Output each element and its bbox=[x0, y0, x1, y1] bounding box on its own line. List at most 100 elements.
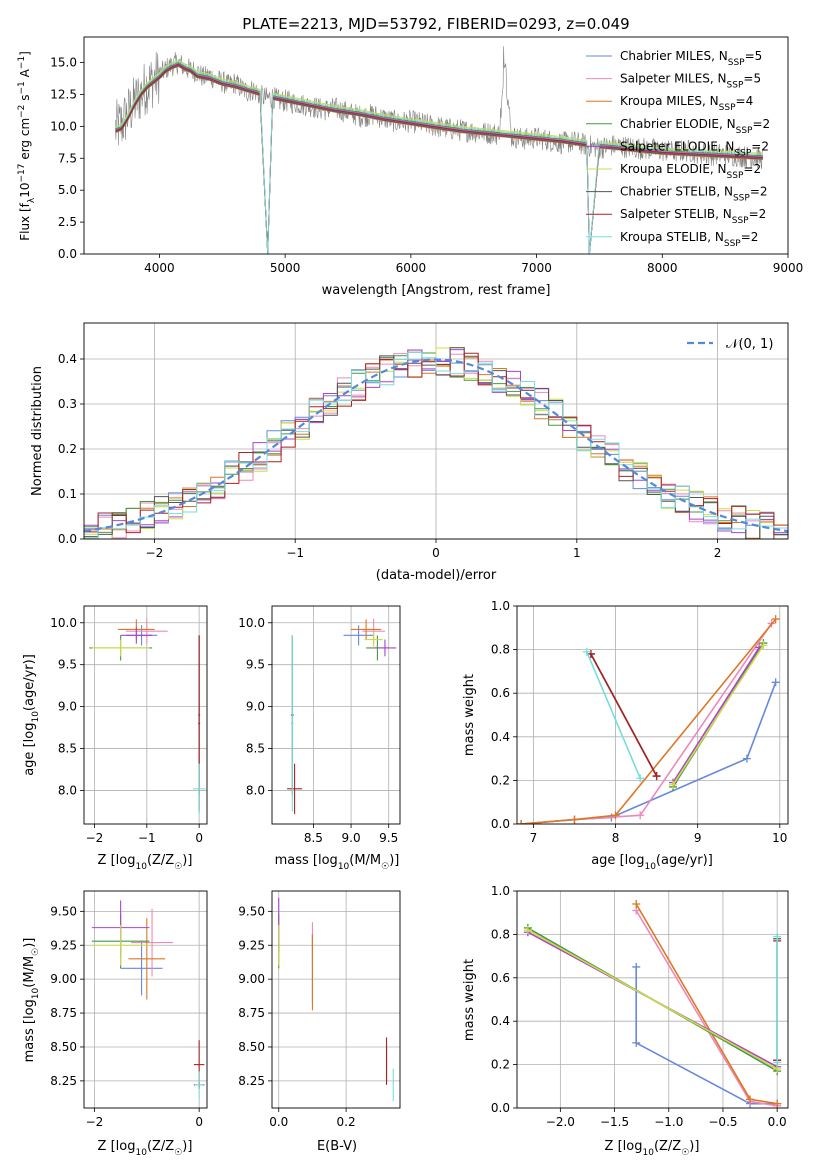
label-part: (Z/Z bbox=[147, 1139, 174, 1154]
x-axis-label: age [log10(age/yr)] bbox=[591, 853, 713, 872]
plot-area bbox=[287, 618, 397, 814]
y-tick-label: 15.0 bbox=[50, 56, 77, 70]
y-tick-label: 8.0 bbox=[58, 783, 77, 797]
y-tick-label: 0.6 bbox=[491, 971, 510, 985]
x-tick-label: 0 bbox=[432, 546, 440, 560]
label-part: )] bbox=[22, 938, 37, 948]
y-tick-label: 9.5 bbox=[246, 658, 265, 672]
label-part: SSP bbox=[719, 103, 736, 113]
label-part: Kroupa STELIB, N bbox=[620, 230, 724, 244]
label-part: =2 bbox=[750, 185, 768, 199]
axes-frame bbox=[83, 890, 208, 1109]
weight-line-3 bbox=[635, 903, 778, 1105]
y-tick-label: 0.0 bbox=[491, 817, 510, 831]
y-tick-label: 7.5 bbox=[58, 151, 77, 165]
label-part: Chabrier ELODIE, N bbox=[620, 117, 736, 131]
label-part: Kroupa MILES, N bbox=[620, 94, 719, 108]
label-part: =4 bbox=[736, 94, 754, 108]
y-tick-label: 8.0 bbox=[246, 783, 265, 797]
label-part: age [log bbox=[22, 723, 37, 776]
axes-age_vs_Z: −2 −1 0 8.0 8.5 9.0 9.5 10.0 bbox=[50, 605, 208, 845]
weight-marker bbox=[582, 647, 591, 656]
x-tick-label: −2 bbox=[86, 1115, 104, 1129]
weight-marker bbox=[773, 1099, 782, 1108]
label-part: 10 bbox=[135, 1148, 147, 1158]
label-part: −2 bbox=[17, 105, 27, 118]
x-tick-label: −2.0 bbox=[546, 1115, 575, 1129]
y-tick-label: 0.4 bbox=[491, 730, 510, 744]
weight-marker bbox=[632, 1038, 641, 1047]
axes-massweight_vs_Z: −2.0 −1.5 −1.0 −0.5 0.0 0.0 0.2 0.4 0.6 0.8 1.0 bbox=[491, 884, 789, 1129]
plot-area bbox=[517, 615, 780, 824]
label-part: =5 bbox=[743, 72, 761, 86]
label-part: Z [log bbox=[98, 853, 136, 868]
plot-area bbox=[89, 618, 206, 814]
legend-label-5: Salpeter ELODIE, NSSP=2 bbox=[620, 139, 769, 158]
x-axis-label: (data-model)/error bbox=[376, 568, 497, 583]
label-part: SSP bbox=[728, 58, 745, 68]
label-part: −17 bbox=[17, 164, 27, 183]
weight-marker bbox=[652, 772, 661, 781]
x-tick-label: 0.0 bbox=[269, 1115, 288, 1129]
label-part: SSP bbox=[724, 239, 741, 249]
label-part: ] bbox=[18, 51, 32, 56]
x-tick-label: 1 bbox=[573, 546, 581, 560]
label-part: λ bbox=[27, 197, 37, 203]
label-part: 10 bbox=[644, 862, 656, 872]
x-tick-label: −1 bbox=[286, 546, 304, 560]
label-part: SSP bbox=[732, 216, 749, 226]
weight-marker bbox=[636, 811, 645, 820]
y-tick-label: 0.1 bbox=[58, 487, 77, 501]
x-tick-label: 0.0 bbox=[768, 1115, 787, 1129]
label-part: SSP bbox=[727, 171, 744, 181]
observed-spectrum bbox=[115, 46, 763, 169]
label-part: s bbox=[18, 95, 32, 105]
y-tick-label: 0.2 bbox=[491, 773, 510, 787]
x-tick-label: 8000 bbox=[647, 261, 678, 275]
label-part: Z [log bbox=[605, 1139, 643, 1154]
y-tick-label: 9.25 bbox=[50, 938, 77, 952]
label-part: ☉ bbox=[174, 1148, 182, 1158]
axes-age_vs_mass: 8.5 9.0 9.5 8.0 8.5 9.0 9.5 10.0 bbox=[238, 605, 401, 845]
label-part: Chabrier MILES, N bbox=[620, 49, 728, 63]
y-tick-label: 8.75 bbox=[238, 1006, 265, 1020]
y-tick-label: 5.0 bbox=[58, 183, 77, 197]
y-tick-label: 8.5 bbox=[246, 742, 265, 756]
y-tick-label: 0.4 bbox=[491, 1014, 510, 1028]
weight-marker bbox=[523, 926, 532, 935]
axes-mass_vs_Z: −2 0 8.25 8.50 8.75 9.00 9.25 9.50 bbox=[50, 890, 208, 1129]
label-part: (age/yr)] bbox=[22, 654, 37, 711]
weight-line-2 bbox=[521, 622, 773, 824]
label-part: ☉ bbox=[681, 1148, 689, 1158]
weight-line-1 bbox=[635, 967, 778, 1105]
y-tick-label: 0.3 bbox=[58, 397, 77, 411]
label-part: 10 bbox=[135, 862, 147, 872]
legend-label-1: Chabrier MILES, NSSP=5 bbox=[620, 49, 762, 68]
label-part: )] bbox=[389, 853, 399, 868]
y-axis-label: Normed distribution bbox=[30, 366, 45, 496]
axes-frame bbox=[271, 890, 401, 1109]
y-tick-label: 1.0 bbox=[491, 884, 510, 898]
weight-marker bbox=[742, 754, 751, 763]
label-part: =2 bbox=[743, 162, 761, 176]
y-tick-label: 9.00 bbox=[238, 972, 265, 986]
weight-marker bbox=[773, 932, 782, 941]
weight-marker bbox=[611, 811, 620, 820]
x-tick-label: 7000 bbox=[521, 261, 552, 275]
x-tick-label: 0.2 bbox=[337, 1115, 356, 1129]
y-tick-label: 0.0 bbox=[58, 247, 77, 261]
label-part: Chabrier STELIB, N bbox=[620, 185, 733, 199]
gaussian-curve bbox=[84, 358, 788, 533]
label-part: Z [log bbox=[98, 1139, 136, 1154]
x-tick-label: 2 bbox=[714, 546, 722, 560]
legend-label-2: Salpeter MILES, NSSP=5 bbox=[620, 72, 761, 91]
y-tick-label: 8.25 bbox=[238, 1074, 265, 1088]
label-part: 10 bbox=[18, 183, 32, 198]
axes-massweight_vs_age: 7 8 9 10 0.0 0.2 0.4 0.6 0.8 1.0 bbox=[491, 599, 789, 845]
y-tick-label: 9.5 bbox=[58, 658, 77, 672]
legend-label-3: Kroupa MILES, NSSP=4 bbox=[620, 94, 753, 113]
plot-area bbox=[84, 347, 788, 539]
x-axis-label: Z [log10(Z/Z☉)] bbox=[98, 1139, 193, 1158]
x-tick-label: −1 bbox=[138, 831, 156, 845]
label-part: =5 bbox=[745, 49, 763, 63]
